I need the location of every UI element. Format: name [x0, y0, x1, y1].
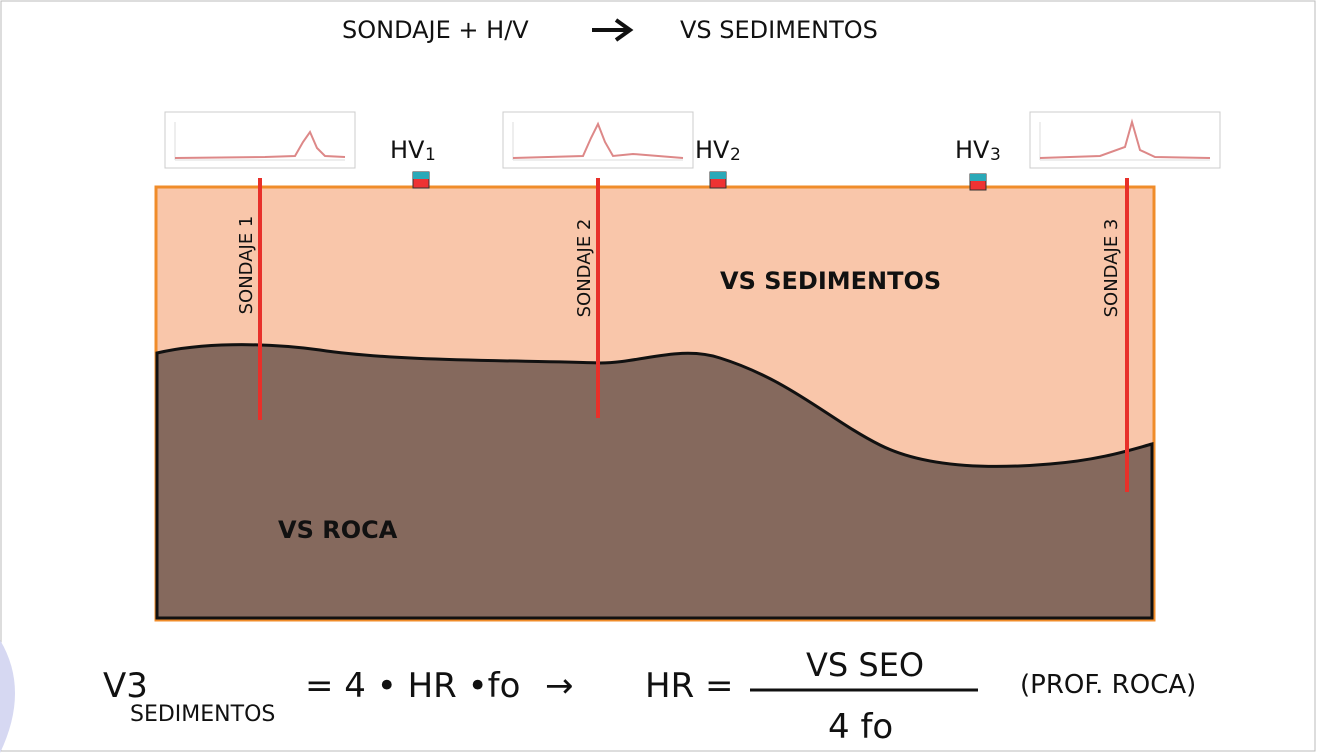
- borehole-label: SONDAJE 3: [1101, 219, 1122, 318]
- formula-result: HR =: [645, 666, 734, 706]
- hv-thumbnails: [164, 111, 1221, 169]
- header-right: VS SEDIMENTOS: [680, 16, 878, 44]
- station-sub: 1: [425, 145, 436, 165]
- station-label: HV: [955, 136, 990, 164]
- sensors: [412, 171, 987, 191]
- formula-product: = 4 • HR •fo: [305, 666, 520, 706]
- boreholes: [258, 178, 1129, 492]
- borehole-label: SONDAJE 2: [574, 219, 595, 318]
- station-sub: 2: [730, 145, 741, 165]
- borehole-label: SONDAJE 1: [236, 216, 257, 315]
- formula-lhs: V3: [103, 666, 148, 706]
- sediment-label: VS SEDIMENTOS: [720, 267, 941, 295]
- station-label: HV: [695, 136, 730, 164]
- decoration: [0, 640, 15, 753]
- formula-note: (PROF. ROCA): [1020, 670, 1196, 700]
- formula-numerator: VS SEO: [806, 646, 924, 684]
- rock-label: VS ROCA: [278, 516, 398, 544]
- header-arrow: [592, 18, 634, 42]
- station-label: HV: [390, 136, 425, 164]
- rock-layer: [155, 343, 1154, 620]
- formula-arrow: →: [545, 666, 574, 706]
- formula-denominator: 4 fo: [828, 707, 893, 747]
- station-sub: 3: [990, 145, 1001, 165]
- formula-lhs-sub: SEDIMENTOS: [130, 702, 275, 727]
- header-left: SONDAJE + H/V: [342, 16, 529, 44]
